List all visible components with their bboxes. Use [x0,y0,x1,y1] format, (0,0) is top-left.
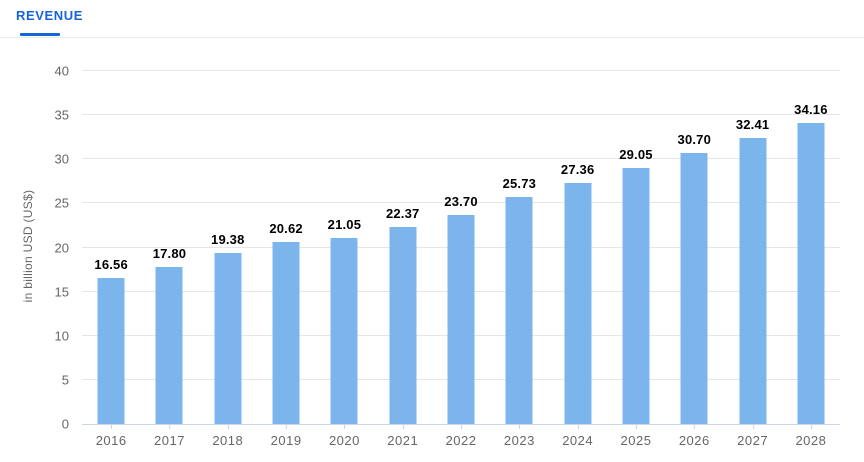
y-axis-title: in billion USD (US$) [21,189,35,303]
bar[interactable] [214,252,242,424]
bar-column: 34.16 2028 [782,71,840,447]
bar-column: 30.70 2026 [665,71,723,447]
y-axis-tick-label: 40 [54,63,69,79]
bar-value-label: 34.16 [794,101,828,117]
bar-value-label: 27.36 [560,161,595,177]
bar-column: 29.05 2025 [607,71,665,447]
x-axis-tick-mark [344,424,346,429]
gridline [82,114,840,116]
x-axis-tick-label: 2024 [562,433,594,448]
x-axis-tick-label: 2022 [445,433,477,448]
bar-value-label: 30.70 [677,132,712,148]
bar-column: 21.05 2020 [315,71,373,447]
y-axis-tick-label: 25 [54,195,69,211]
x-axis-tick-mark [227,424,229,429]
bar-value-label: 21.05 [327,217,362,233]
bar-column: 16.56 2016 [82,71,140,447]
x-axis-tick-mark [752,424,754,429]
bar-value-label: 20.62 [269,221,303,237]
bar[interactable] [739,137,767,424]
gridline [82,70,840,71]
x-axis-tick-label: 2025 [620,433,652,448]
y-axis-tick-label: 20 [54,240,69,255]
tab-revenue-label: REVENUE [16,8,84,23]
x-axis-tick-label: 2026 [678,433,710,448]
bar[interactable] [389,226,417,424]
x-axis-tick-mark [577,424,579,429]
bar-value-label: 32.41 [735,116,770,132]
x-axis-tick-label: 2023 [503,433,535,448]
y-axis-tick-label: 35 [54,107,69,123]
x-axis-tick-mark [519,424,521,429]
tab-bar: REVENUE [0,0,864,38]
bar[interactable] [505,196,533,424]
y-axis-tick-label: 0 [61,416,69,432]
x-axis-tick-mark [810,424,812,429]
x-axis-tick-label: 2027 [737,433,769,448]
bar[interactable] [330,238,358,424]
plot-area: 0 5 10 15 20 25 30 35 40 16.56 2016 17.80 2017 19.38 2… [55,65,840,447]
gridline [82,158,840,160]
x-axis-tick-mark [694,424,696,429]
bar-column: 22.37 2021 [374,71,432,447]
bar-value-label: 22.37 [385,205,420,221]
bar[interactable] [622,167,650,424]
x-axis-tick-mark [402,424,404,429]
bar[interactable] [564,182,592,424]
x-axis-tick-mark [169,424,171,429]
x-axis-tick-mark [286,424,288,429]
x-axis-tick-label: 2028 [795,433,827,448]
bar-column: 23.70 2022 [432,71,490,447]
bar-value-label: 25.73 [502,175,537,191]
bar[interactable] [155,266,183,424]
active-tab-underline [20,33,60,36]
bar-column: 25.73 2023 [490,71,548,447]
bar-column: 20.62 2019 [257,71,315,447]
x-axis-tick-mark [461,424,463,429]
x-axis-tick-label: 2016 [95,433,127,448]
bar-column: 17.80 2017 [140,71,198,447]
bar[interactable] [797,122,825,424]
bar-column: 27.36 2024 [549,71,607,447]
revenue-bar-chart: in billion USD (US$) 0 5 10 15 20 25 30 35 40 16.… [0,38,864,462]
y-axis-tick-label: 10 [54,328,69,344]
bar-value-label: 23.70 [444,193,478,209]
bar-column: 32.41 2027 [723,71,781,447]
bar[interactable] [680,153,708,424]
y-axis-tick-label: 15 [54,284,69,300]
bar[interactable] [97,277,125,424]
x-axis-tick-label: 2018 [212,433,244,448]
x-axis-tick-label: 2020 [328,433,360,448]
x-axis-tick-mark [111,424,113,429]
x-axis-tick-label: 2021 [387,433,419,448]
bar-value-label: 19.38 [211,231,245,247]
bar[interactable] [447,214,475,424]
bar-value-label: 16.56 [94,256,128,272]
x-axis-tick-label: 2017 [154,433,185,448]
tab-revenue[interactable]: REVENUE [16,7,84,36]
bar-value-label: 17.80 [152,245,187,261]
gridline [82,202,840,204]
x-axis-tick-mark [635,424,637,429]
bar-column: 19.38 2018 [199,71,257,447]
bar[interactable] [272,242,300,424]
y-axis-tick-label: 5 [61,372,69,388]
bar-value-label: 29.05 [619,146,653,162]
y-axis-tick-label: 30 [54,151,69,167]
bar-columns: 16.56 2016 17.80 2017 19.38 2018 20.62 2019 21.0… [82,71,840,447]
x-axis-tick-label: 2019 [270,433,302,448]
